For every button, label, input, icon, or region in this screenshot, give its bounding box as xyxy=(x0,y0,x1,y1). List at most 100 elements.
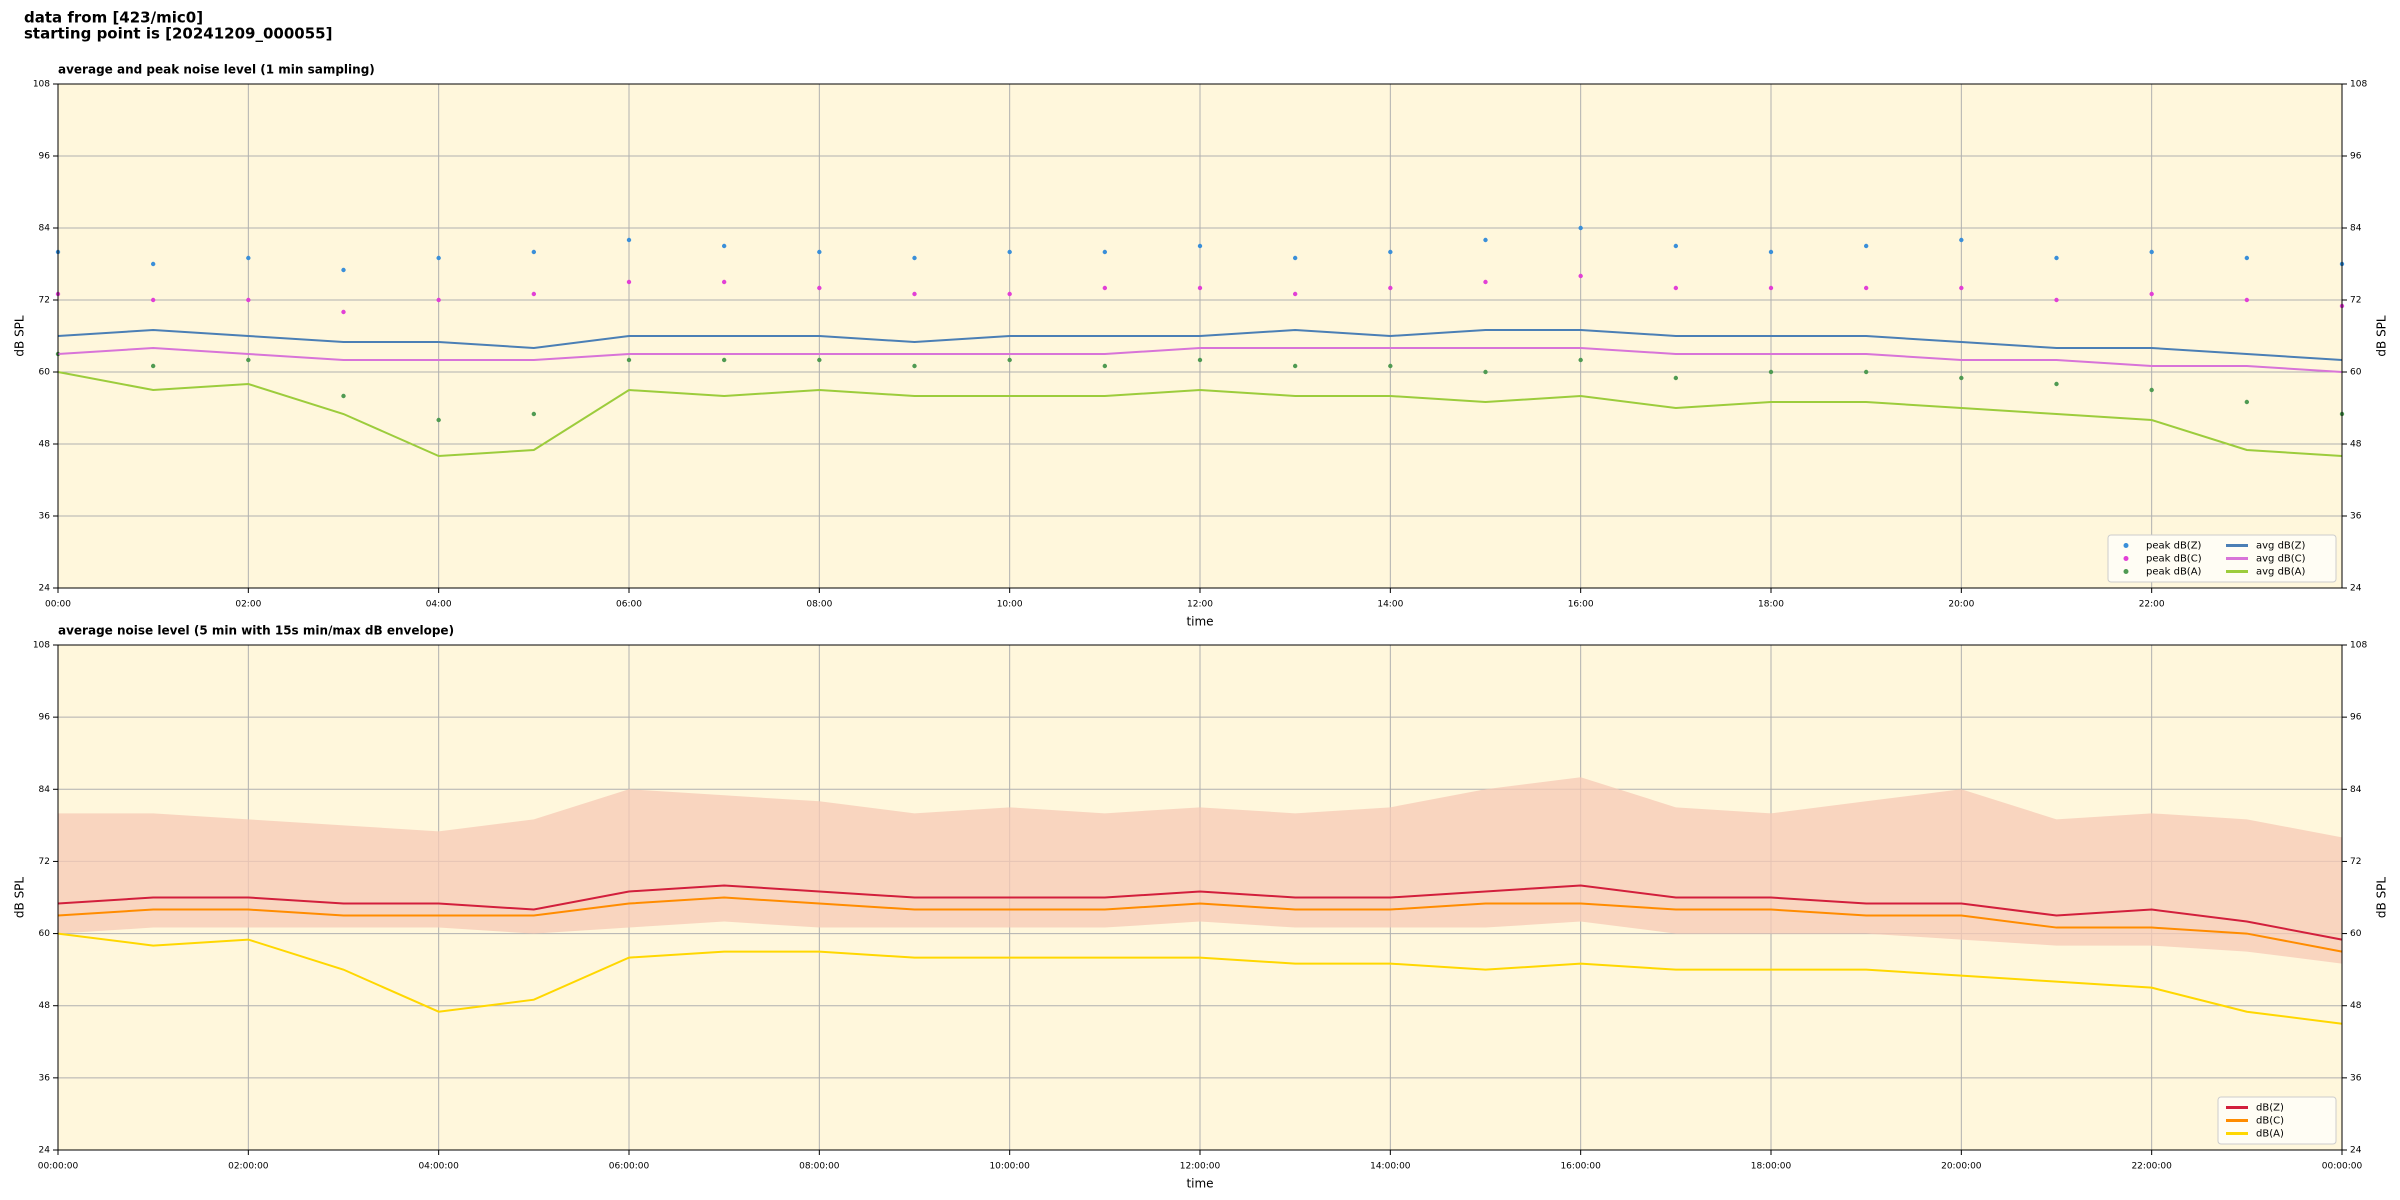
series-line xyxy=(57,884,2343,941)
peak-point xyxy=(1388,285,1393,291)
peak-point xyxy=(1483,237,1488,243)
series-line xyxy=(57,328,2343,361)
peak-point xyxy=(1388,249,1393,255)
legend-label: avg dB(C) xyxy=(2256,554,2306,565)
y-tick-label: 72 xyxy=(39,857,50,867)
y2-tick-label: 72 xyxy=(2350,857,2361,867)
peak-point xyxy=(1673,285,1679,291)
x-tick-label: 20:00 xyxy=(1948,600,1974,610)
y-axis-label: dB SPL xyxy=(13,877,27,919)
peak-point xyxy=(1102,249,1108,255)
y2-tick-label: 84 xyxy=(2350,224,2362,234)
peak-point xyxy=(1863,243,1869,249)
peak-point xyxy=(1102,285,1108,291)
peak-point xyxy=(1292,291,1298,297)
peak-point xyxy=(341,267,346,273)
y2-tick-label: 48 xyxy=(2350,1001,2362,1011)
peak-point xyxy=(1483,369,1488,375)
peak-point xyxy=(436,417,441,423)
y-tick-label: 48 xyxy=(39,1001,51,1011)
y-tick-label: 24 xyxy=(39,1146,51,1156)
y-tick-label: 60 xyxy=(39,929,51,939)
x-axis-label: time xyxy=(1186,1177,1213,1191)
peak-point xyxy=(912,291,917,297)
peak-point xyxy=(246,357,251,363)
y-tick-label: 108 xyxy=(33,80,50,90)
series-line xyxy=(57,371,2343,458)
y2-tick-label: 48 xyxy=(2350,440,2362,450)
y-tick-label: 84 xyxy=(39,224,51,234)
y-tick-label: 72 xyxy=(39,296,50,306)
peak-point xyxy=(1007,249,1012,255)
peak-point xyxy=(912,255,917,261)
peak-point xyxy=(2244,297,2250,303)
y2-tick-label: 24 xyxy=(2350,584,2362,594)
x-tick-label: 10:00 xyxy=(997,600,1023,610)
legend-label: avg dB(Z) xyxy=(2256,541,2306,552)
y-tick-label: 96 xyxy=(39,713,51,723)
peak-point xyxy=(341,393,346,399)
x-tick-label: 00:00:00 xyxy=(38,1162,79,1172)
peak-point xyxy=(1959,285,1964,291)
peak-point xyxy=(1197,285,1203,291)
x-tick-label: 08:00:00 xyxy=(799,1162,840,1172)
series-line xyxy=(57,896,2343,953)
peak-point xyxy=(1863,285,1869,291)
x-tick-label: 06:00 xyxy=(616,600,642,610)
series-line xyxy=(57,932,2343,1025)
peak-point xyxy=(150,363,156,369)
y2-tick-label: 60 xyxy=(2350,929,2362,939)
peak-point xyxy=(1292,363,1298,369)
peak-point xyxy=(721,357,727,363)
peak-point xyxy=(626,357,632,363)
legend-label: peak dB(Z) xyxy=(2146,541,2202,552)
y2-axis-label: dB SPL xyxy=(2375,315,2389,357)
header-line: starting point is [20241209_000055] xyxy=(24,25,332,43)
peak-point xyxy=(1768,369,1774,375)
peak-point xyxy=(721,243,727,249)
peak-point xyxy=(2149,249,2154,255)
chart-title: average noise level (5 min with 15s min/… xyxy=(58,624,454,638)
y2-tick-label: 60 xyxy=(2350,368,2362,378)
peak-point xyxy=(2149,291,2154,297)
header-line: data from [423/mic0] xyxy=(24,9,203,27)
y2-tick-label: 84 xyxy=(2350,785,2362,795)
plot-frame xyxy=(57,83,2343,589)
peak-point xyxy=(1483,279,1488,285)
peak-point xyxy=(817,249,822,255)
x-tick-label: 04:00:00 xyxy=(418,1162,459,1172)
peak-point xyxy=(150,261,156,267)
peak-point xyxy=(1768,249,1774,255)
x-tick-label: 16:00:00 xyxy=(1560,1162,1601,1172)
y2-tick-label: 36 xyxy=(2350,1073,2362,1083)
peak-point xyxy=(626,279,632,285)
peak-point xyxy=(1768,285,1774,291)
peak-point xyxy=(1197,357,1203,363)
peak-point xyxy=(246,255,251,261)
peak-point xyxy=(721,279,727,285)
x-tick-label: 22:00 xyxy=(2139,600,2165,610)
x-tick-label: 18:00 xyxy=(1758,600,1784,610)
peak-point xyxy=(817,357,822,363)
peak-point xyxy=(531,411,537,417)
peak-point xyxy=(531,249,537,255)
plot-frame xyxy=(57,644,2343,1151)
y-tick-label: 108 xyxy=(33,641,50,651)
y-tick-label: 84 xyxy=(39,785,51,795)
x-tick-label: 18:00:00 xyxy=(1751,1162,1792,1172)
y2-tick-label: 108 xyxy=(2350,641,2367,651)
peak-point xyxy=(2054,381,2059,387)
peak-point xyxy=(817,285,822,291)
y2-axis-label: dB SPL xyxy=(2375,877,2389,919)
x-tick-label: 14:00:00 xyxy=(1370,1162,1411,1172)
legend-swatch xyxy=(2123,556,2129,561)
peak-point xyxy=(1292,255,1298,261)
peak-point xyxy=(1673,375,1679,381)
peak-point xyxy=(2054,297,2059,303)
peak-point xyxy=(626,237,632,243)
y2-tick-label: 24 xyxy=(2350,1146,2362,1156)
x-tick-label: 12:00 xyxy=(1187,600,1213,610)
peak-point xyxy=(1007,357,1012,363)
y2-tick-label: 108 xyxy=(2350,80,2367,90)
